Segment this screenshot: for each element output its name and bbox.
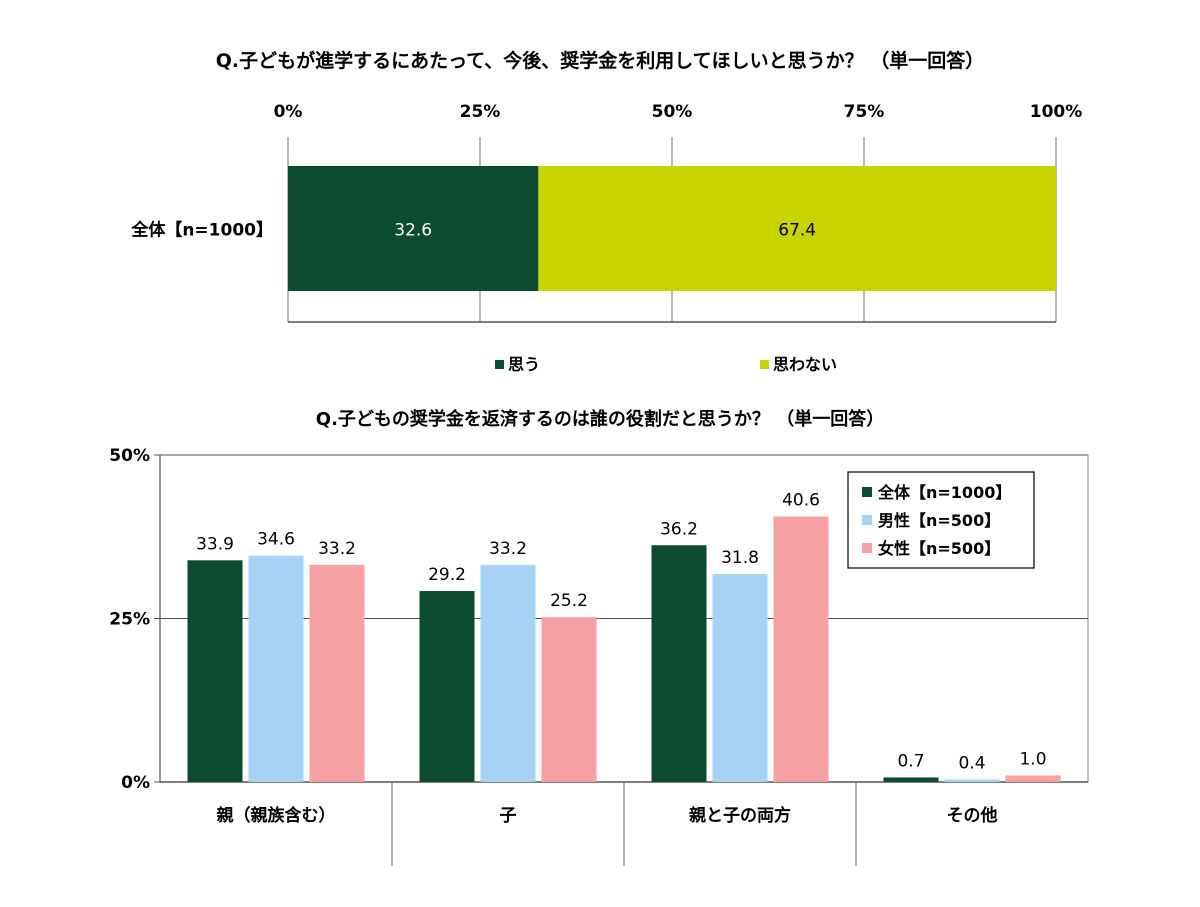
data-label: 36.2 [660,519,698,539]
x-tick-label: 0% [274,102,303,122]
data-label: 33.9 [196,534,234,554]
category-label: 親（親族含む） [217,805,336,826]
legend-box [847,471,1035,569]
y-tick-label: 0% [121,773,150,793]
legend-label: 思う [508,355,540,374]
y-tick-label: 25% [109,610,150,630]
legend-swatch [760,360,769,369]
category-label: 全体【n=1000】 [130,220,273,241]
x-tick-label: 50% [652,102,693,122]
bar [419,591,475,782]
category-label: 子 [500,806,517,826]
data-label: 34.6 [257,530,295,550]
legend-label: 男性【n=500】 [878,511,1000,530]
legend-swatch [495,360,504,369]
bar [187,560,243,782]
bar-segment [288,166,539,291]
legend-label: 思わない [773,355,837,374]
x-tick-label: 100% [1030,102,1083,122]
bar [883,777,939,782]
legend-label: 全体【n=1000】 [877,483,1011,502]
bar [773,516,829,782]
data-label: 33.2 [489,539,527,559]
data-label: 0.4 [958,753,985,773]
category-label: その他 [947,805,998,826]
bar-segment [538,166,1056,291]
bar [944,779,1000,782]
bar [712,574,768,782]
legend-swatch [862,487,872,497]
data-label: 1.0 [1019,749,1046,769]
bar [248,555,304,782]
data-label: 32.6 [394,221,432,241]
bar [1005,775,1061,782]
data-label: 0.7 [897,751,924,771]
bar [309,564,365,782]
chart1-svg: 0% 25% 50% 75% 100% 全体【n=1000】 32.6 67.4 思う 思わない [130,102,1083,374]
chart2-title: Q.子どもの奨学金を返済するのは誰の役割だと思うか？ （単一回答） [315,409,885,430]
data-label: 29.2 [428,565,466,585]
legend-swatch [862,543,872,553]
bar [651,545,707,782]
x-tick-label: 75% [844,102,885,122]
bar [541,617,597,782]
data-label: 40.6 [782,490,820,510]
x-tick-label: 25% [460,102,501,122]
chart1-title: Q.子どもが進学するにあたって、今後、奨学金を利用してほしいと思うか？ （単一回… [215,50,985,72]
legend-label: 女性【n=500】 [878,539,1000,558]
data-label: 33.2 [318,539,356,559]
legend-swatch [862,515,872,525]
y-tick-label: 50% [109,446,150,466]
bar [480,564,536,782]
data-label: 25.2 [550,591,588,611]
category-label: 親と子の両方 [689,805,791,826]
data-label: 67.4 [778,221,816,241]
data-label: 31.8 [721,548,759,568]
